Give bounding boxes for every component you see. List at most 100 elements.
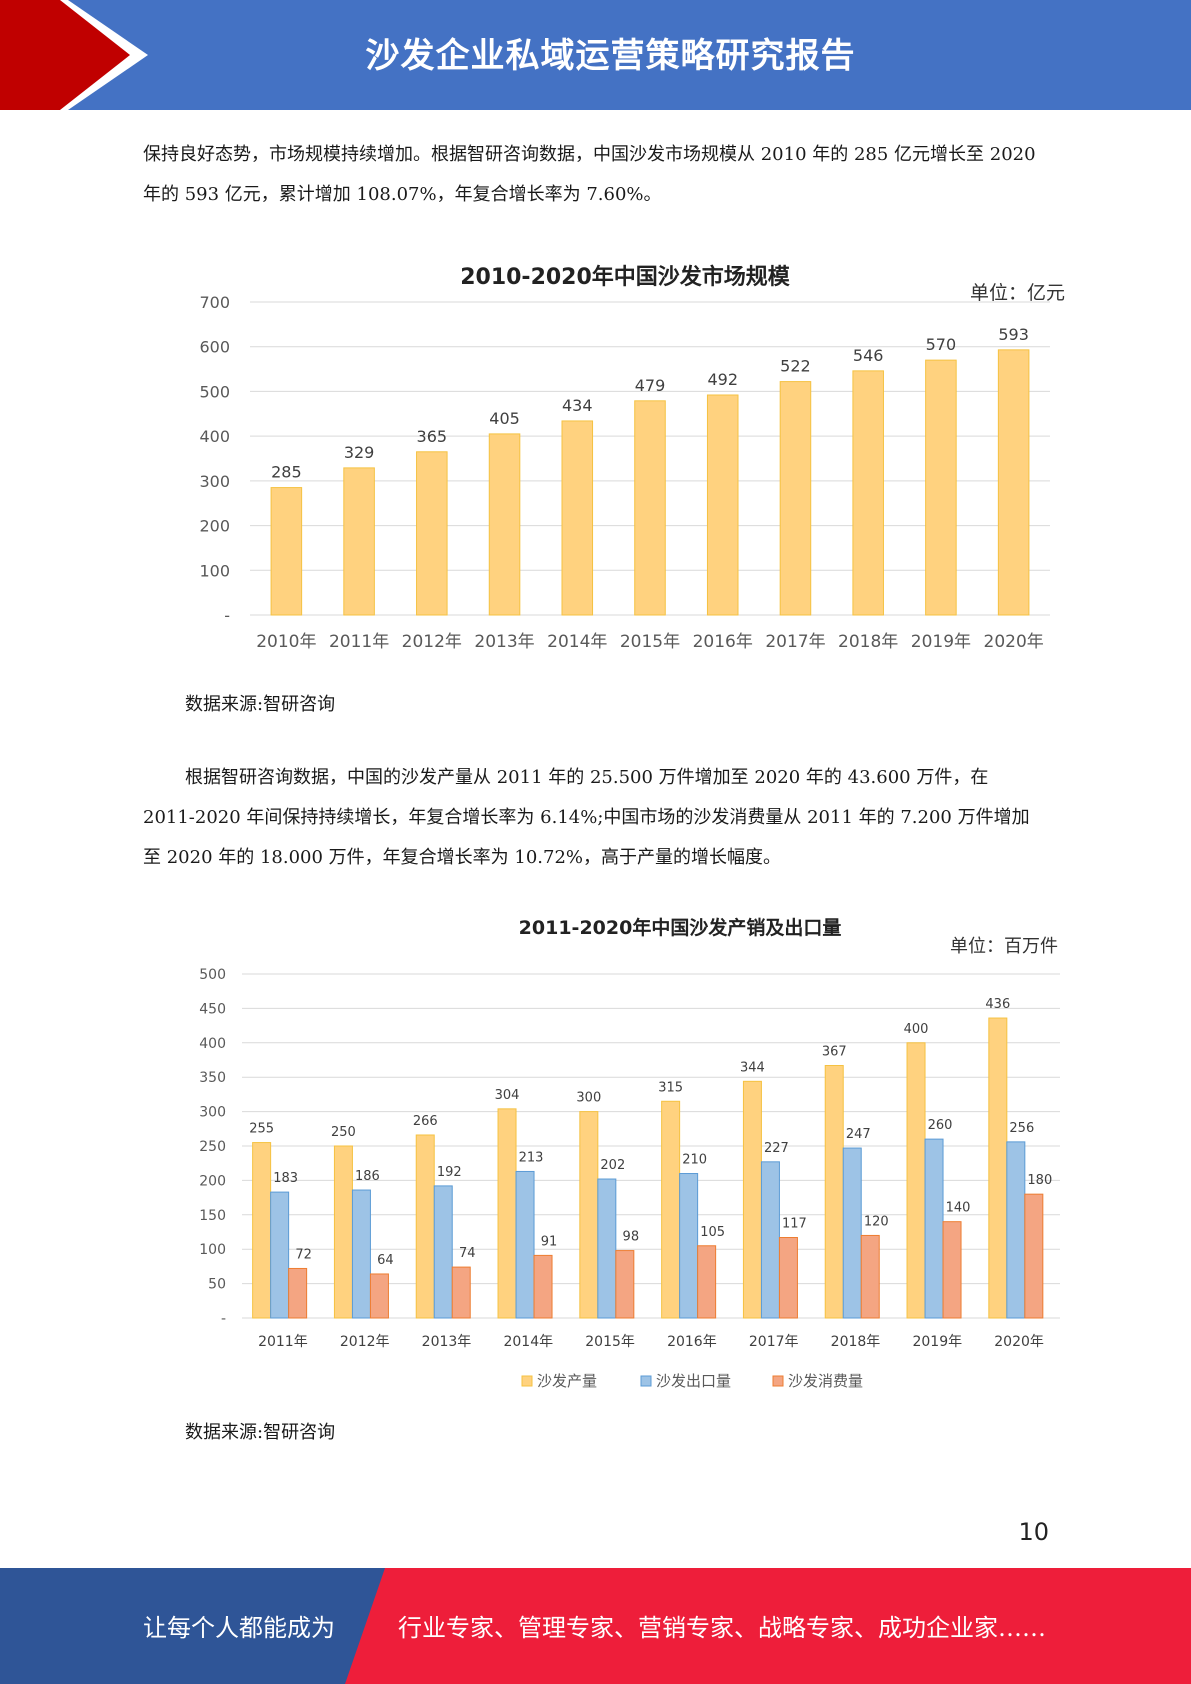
data-label: 266: [413, 1114, 438, 1129]
bar-production: [415, 1134, 435, 1319]
data-label: 315: [658, 1080, 683, 1095]
production-sales-chart: 2011-2020年中国沙发产销及出口量 单位：百万件 - 50 100 150 200 25…: [180, 910, 1080, 1400]
bar-export: [1006, 1141, 1026, 1319]
bar-production: [824, 1065, 844, 1319]
bar-consumption: [369, 1273, 389, 1319]
bar-production: [333, 1145, 353, 1319]
bar: [416, 451, 448, 616]
intro-paragraph: 保持良好态势，市场规模持续增加。根据智研咨询数据，中国沙发市场规模从 2010 …: [143, 135, 1043, 215]
data-label: 64: [377, 1253, 394, 1268]
y-tick-label: 450: [199, 1001, 226, 1017]
bar-consumption: [451, 1266, 471, 1319]
data-label: 192: [437, 1165, 462, 1180]
legend-label: 沙发出口量: [656, 1372, 731, 1390]
data-label: 140: [946, 1201, 971, 1216]
bar-export: [760, 1161, 780, 1319]
bar-export: [433, 1185, 453, 1319]
bar: [852, 370, 884, 616]
data-label: 183: [273, 1171, 298, 1186]
data-label: 74: [459, 1246, 476, 1261]
bar-consumption: [533, 1254, 553, 1319]
y-tick-label: 350: [199, 1070, 226, 1086]
data-label: 260: [928, 1118, 953, 1133]
legend-swatch: [772, 1375, 784, 1387]
y-tick-label: 250: [199, 1139, 226, 1155]
footer-roles: 行业专家、管理专家、营销专家、战略专家、成功企业家……: [398, 1614, 1046, 1642]
x-tick-label: 2012年: [340, 1334, 390, 1350]
chart-title: 2010-2020年中国沙发市场规模: [460, 264, 791, 290]
data-label: 405: [489, 409, 520, 428]
bar-consumption: [860, 1234, 880, 1319]
y-tick-label: 300: [199, 1105, 226, 1121]
x-tick-label: 2012年: [402, 632, 462, 652]
data-label: 436: [985, 997, 1010, 1012]
x-tick-label: 2011年: [329, 632, 389, 652]
bar-export: [597, 1178, 617, 1319]
bar-export: [924, 1138, 944, 1319]
data-label: 522: [780, 357, 811, 376]
legend-label: 沙发消费量: [788, 1372, 863, 1390]
bar-consumption: [778, 1237, 798, 1319]
page-header: 沙发企业私域运营策略研究报告: [0, 0, 1191, 110]
footer-background: [0, 1568, 1191, 1684]
data-label: 210: [682, 1153, 707, 1168]
data-label: 344: [740, 1060, 765, 1075]
bar: [270, 487, 303, 616]
bar-consumption: [615, 1250, 635, 1319]
bar: [561, 420, 594, 616]
y-tick-label: 100: [199, 1242, 226, 1258]
data-label: 105: [700, 1225, 725, 1240]
chart-unit-label: 单位：百万件: [950, 936, 1058, 957]
data-label: 250: [331, 1125, 356, 1140]
x-tick-label: 2017年: [765, 632, 825, 652]
data-label: 256: [1009, 1121, 1034, 1136]
x-tick-label: 2020年: [984, 632, 1044, 652]
data-label: 202: [600, 1158, 625, 1173]
chart-title: 2011-2020年中国沙发产销及出口量: [519, 916, 842, 939]
bar: [488, 433, 521, 616]
x-tick-label: 2013年: [422, 1334, 472, 1350]
y-tick-label: 500: [199, 382, 230, 401]
data-label: 546: [853, 346, 884, 365]
data-label: 304: [495, 1088, 520, 1103]
data-label: 117: [782, 1217, 807, 1232]
legend-swatch: [521, 1375, 533, 1387]
data-label: 120: [864, 1214, 889, 1229]
x-tick-label: 2015年: [620, 632, 680, 652]
bar: [706, 394, 739, 616]
header-title: 沙发企业私域运营策略研究报告: [365, 36, 856, 76]
footer-slogan: 让每个人都能成为: [143, 1614, 335, 1642]
x-tick-label: 2014年: [503, 1334, 553, 1350]
y-tick-label: 50: [208, 1277, 226, 1293]
bar-production: [742, 1080, 762, 1319]
bar: [925, 359, 957, 616]
data-label: 570: [926, 335, 957, 354]
bar-export: [515, 1170, 535, 1319]
data-label: 479: [635, 376, 666, 395]
x-tick-label: 2019年: [911, 632, 971, 652]
x-tick-label: 2016年: [667, 1334, 717, 1350]
data-label: 255: [249, 1122, 274, 1137]
bar-production: [661, 1100, 681, 1319]
data-label: 180: [1027, 1173, 1052, 1188]
bar-consumption: [1024, 1193, 1044, 1319]
bar: [343, 467, 375, 616]
x-tick-label: 2019年: [912, 1334, 962, 1350]
data-label: 434: [562, 396, 593, 415]
x-tick-label: 2018年: [838, 632, 898, 652]
production-paragraph: 根据智研咨询数据，中国的沙发产量从 2011 年的 25.500 万件增加至 2…: [143, 758, 1043, 878]
header-arrow-decoration: [0, 0, 148, 110]
bar-export: [351, 1189, 371, 1319]
data-label: 329: [344, 443, 375, 462]
y-tick-label: -: [221, 1311, 226, 1327]
y-tick-label: 200: [199, 1173, 226, 1189]
bar-production: [906, 1042, 926, 1319]
bar-consumption: [288, 1267, 308, 1319]
y-tick-label: -: [224, 606, 230, 625]
data-label: 213: [519, 1150, 544, 1165]
x-tick-label: 2020年: [994, 1334, 1044, 1350]
bar-production: [988, 1017, 1008, 1319]
x-tick-label: 2013年: [474, 632, 534, 652]
